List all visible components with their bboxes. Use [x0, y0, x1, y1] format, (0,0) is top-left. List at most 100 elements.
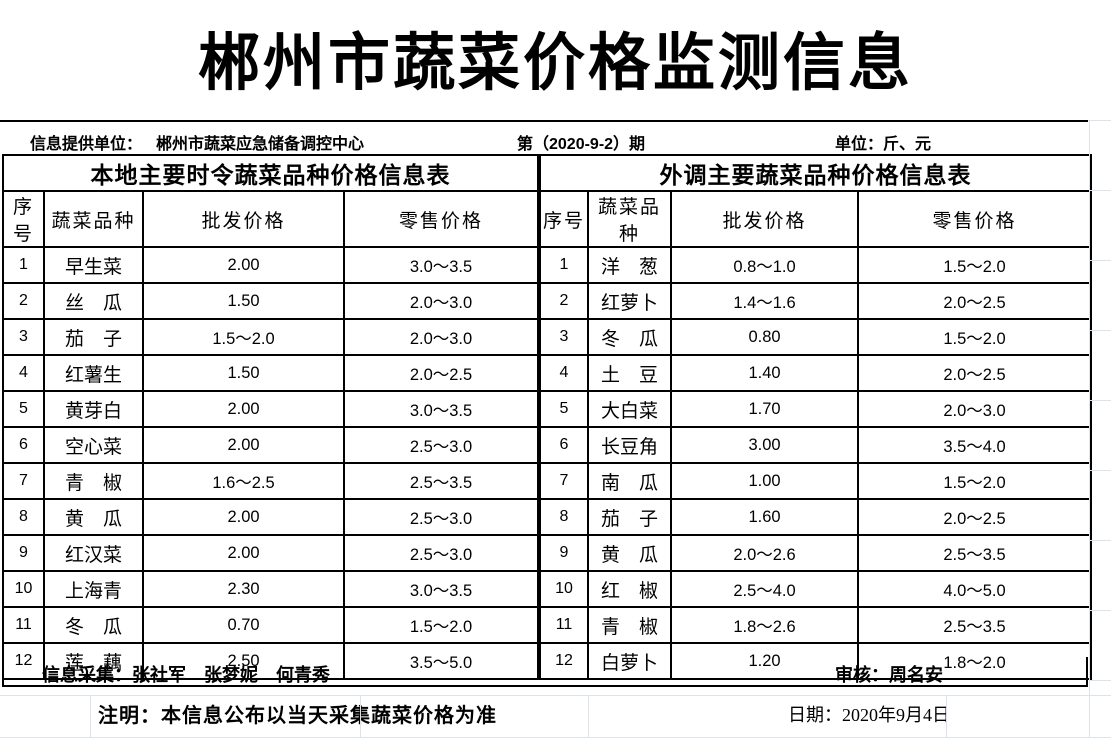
retail-price-cell: 2.5～3.0 — [343, 534, 539, 572]
retail-price-cell: 3.5～5.0 — [343, 642, 539, 680]
unit-label: 单位：斤、元 — [835, 136, 932, 153]
vegetable-name-cell: 黄 瓜 — [587, 534, 672, 572]
retail-price-cell: 2.5～3.0 — [343, 426, 539, 464]
grid-line — [360, 695, 361, 737]
grid-line — [1090, 260, 1111, 261]
retail-price-cell: 2.5～3.5 — [857, 606, 1092, 644]
vegetable-name-cell: 冬 瓜 — [587, 318, 672, 356]
retail-price-cell: 2.0～2.5 — [857, 354, 1092, 392]
row-number-cell: 11 — [539, 606, 589, 644]
table-row: 1 早生菜 2.00 3.0～3.5 — [2, 246, 539, 284]
row-number-cell: 1 — [2, 246, 45, 284]
row-number-cell: 2 — [539, 282, 589, 320]
table-row: 6 空心菜 2.00 2.5～3.0 — [2, 426, 539, 464]
wholesale-price-cell: 1.4～1.6 — [670, 282, 859, 320]
table-title-row: 外调主要蔬菜品种价格信息表 — [539, 154, 1092, 192]
vegetable-name-cell: 黄 瓜 — [43, 498, 144, 536]
wholesale-price-cell: 1.6～2.5 — [142, 462, 345, 500]
grid-line — [946, 695, 947, 737]
vegetable-name-cell: 青 椒 — [587, 606, 672, 644]
grid-line — [1090, 610, 1111, 611]
info-provider-value: 郴州市蔬菜应急储备调控中心 — [156, 136, 365, 153]
retail-price-cell: 1.5～2.0 — [343, 606, 539, 644]
col-header-retail: 零售价格 — [343, 190, 539, 248]
row-number-cell: 9 — [2, 534, 45, 572]
vegetable-name-cell: 南 瓜 — [587, 462, 672, 500]
info-provider: 信息提供单位： 郴州市蔬菜应急储备调控中心 — [30, 130, 364, 154]
wholesale-price-cell: 3.00 — [670, 426, 859, 464]
wholesale-price-cell: 1.8～2.6 — [670, 606, 859, 644]
row-number-cell: 5 — [539, 390, 589, 428]
external-table-title: 外调主要蔬菜品种价格信息表 — [539, 154, 1092, 192]
retail-price-cell: 3.0～3.5 — [343, 246, 539, 284]
local-price-table: 本地主要时令蔬菜品种价格信息表 序号 蔬菜品种 批发价格 零售价格 1 早生菜 2.… — [2, 154, 539, 680]
wholesale-price-cell: 1.60 — [670, 498, 859, 536]
table-row: 12 白萝卜 1.20 1.8～2.0 — [539, 642, 1092, 680]
row-number-cell: 10 — [2, 570, 45, 608]
col-header-retail: 零售价格 — [857, 190, 1092, 248]
row-number-cell: 9 — [539, 534, 589, 572]
row-number-cell: 6 — [539, 426, 589, 464]
table-header-row: 序号 蔬菜品种 批发价格 零售价格 — [539, 190, 1092, 248]
grid-line — [1089, 120, 1090, 738]
vegetable-name-cell: 上海青 — [43, 570, 144, 608]
table-title-row: 本地主要时令蔬菜品种价格信息表 — [2, 154, 539, 192]
row-number-cell: 11 — [2, 606, 45, 644]
vegetable-name-cell: 莲 藕 — [43, 642, 144, 680]
col-header-no: 序号 — [2, 190, 45, 248]
table-row: 9 红汉菜 2.00 2.5～3.0 — [2, 534, 539, 572]
vegetable-name-cell: 白萝卜 — [587, 642, 672, 680]
date-text: 日期：2020年9月4日 — [788, 705, 950, 725]
wholesale-price-cell: 1.20 — [670, 642, 859, 680]
wholesale-price-cell: 0.8～1.0 — [670, 246, 859, 284]
row-number-cell: 2 — [2, 282, 45, 320]
vegetable-name-cell: 茄 子 — [587, 498, 672, 536]
table-row: 12 莲 藕 2.50 3.5～5.0 — [2, 642, 539, 680]
retail-price-cell: 2.0～2.5 — [857, 498, 1092, 536]
wholesale-price-cell: 0.80 — [670, 318, 859, 356]
vegetable-name-cell: 红汉菜 — [43, 534, 144, 572]
vegetable-name-cell: 黄芽白 — [43, 390, 144, 428]
retail-price-cell: 1.8～2.0 — [857, 642, 1092, 680]
col-header-wholesale: 批发价格 — [142, 190, 345, 248]
vegetable-name-cell: 大白菜 — [587, 390, 672, 428]
row-number-cell: 5 — [2, 390, 45, 428]
wholesale-price-cell: 1.5～2.0 — [142, 318, 345, 356]
grid-line — [1090, 540, 1111, 541]
row-number-cell: 3 — [2, 318, 45, 356]
col-header-wholesale: 批发价格 — [670, 190, 859, 248]
row-number-cell: 8 — [539, 498, 589, 536]
col-header-vegetable: 蔬菜品种 — [587, 190, 672, 248]
row-number-cell: 4 — [539, 354, 589, 392]
row-number-cell: 6 — [2, 426, 45, 464]
vegetable-name-cell: 洋 葱 — [587, 246, 672, 284]
wholesale-price-cell: 2.50 — [142, 642, 345, 680]
retail-price-cell: 2.5～3.5 — [343, 462, 539, 500]
grid-line — [1088, 120, 1111, 121]
wholesale-price-cell: 2.5～4.0 — [670, 570, 859, 608]
vegetable-name-cell: 红 椒 — [587, 570, 672, 608]
retail-price-cell: 3.5～4.0 — [857, 426, 1092, 464]
wholesale-price-cell: 2.00 — [142, 498, 345, 536]
table-row: 6 长豆角 3.00 3.5～4.0 — [539, 426, 1092, 464]
wholesale-price-cell: 1.70 — [670, 390, 859, 428]
row-number-cell: 8 — [2, 498, 45, 536]
wholesale-price-cell: 2.00 — [142, 246, 345, 284]
wholesale-price-cell: 2.30 — [142, 570, 345, 608]
row-number-cell: 10 — [539, 570, 589, 608]
retail-price-cell: 4.0～5.0 — [857, 570, 1092, 608]
retail-price-cell: 1.5～2.0 — [857, 462, 1092, 500]
vegetable-name-cell: 红萝卜 — [587, 282, 672, 320]
vegetable-name-cell: 土 豆 — [587, 354, 672, 392]
vegetable-name-cell: 冬 瓜 — [43, 606, 144, 644]
wholesale-price-cell: 2.00 — [142, 426, 345, 464]
auditor-text: 审核：周名安 — [835, 665, 943, 685]
table-row: 11 冬 瓜 0.70 1.5～2.0 — [2, 606, 539, 644]
row-number-cell: 7 — [539, 462, 589, 500]
